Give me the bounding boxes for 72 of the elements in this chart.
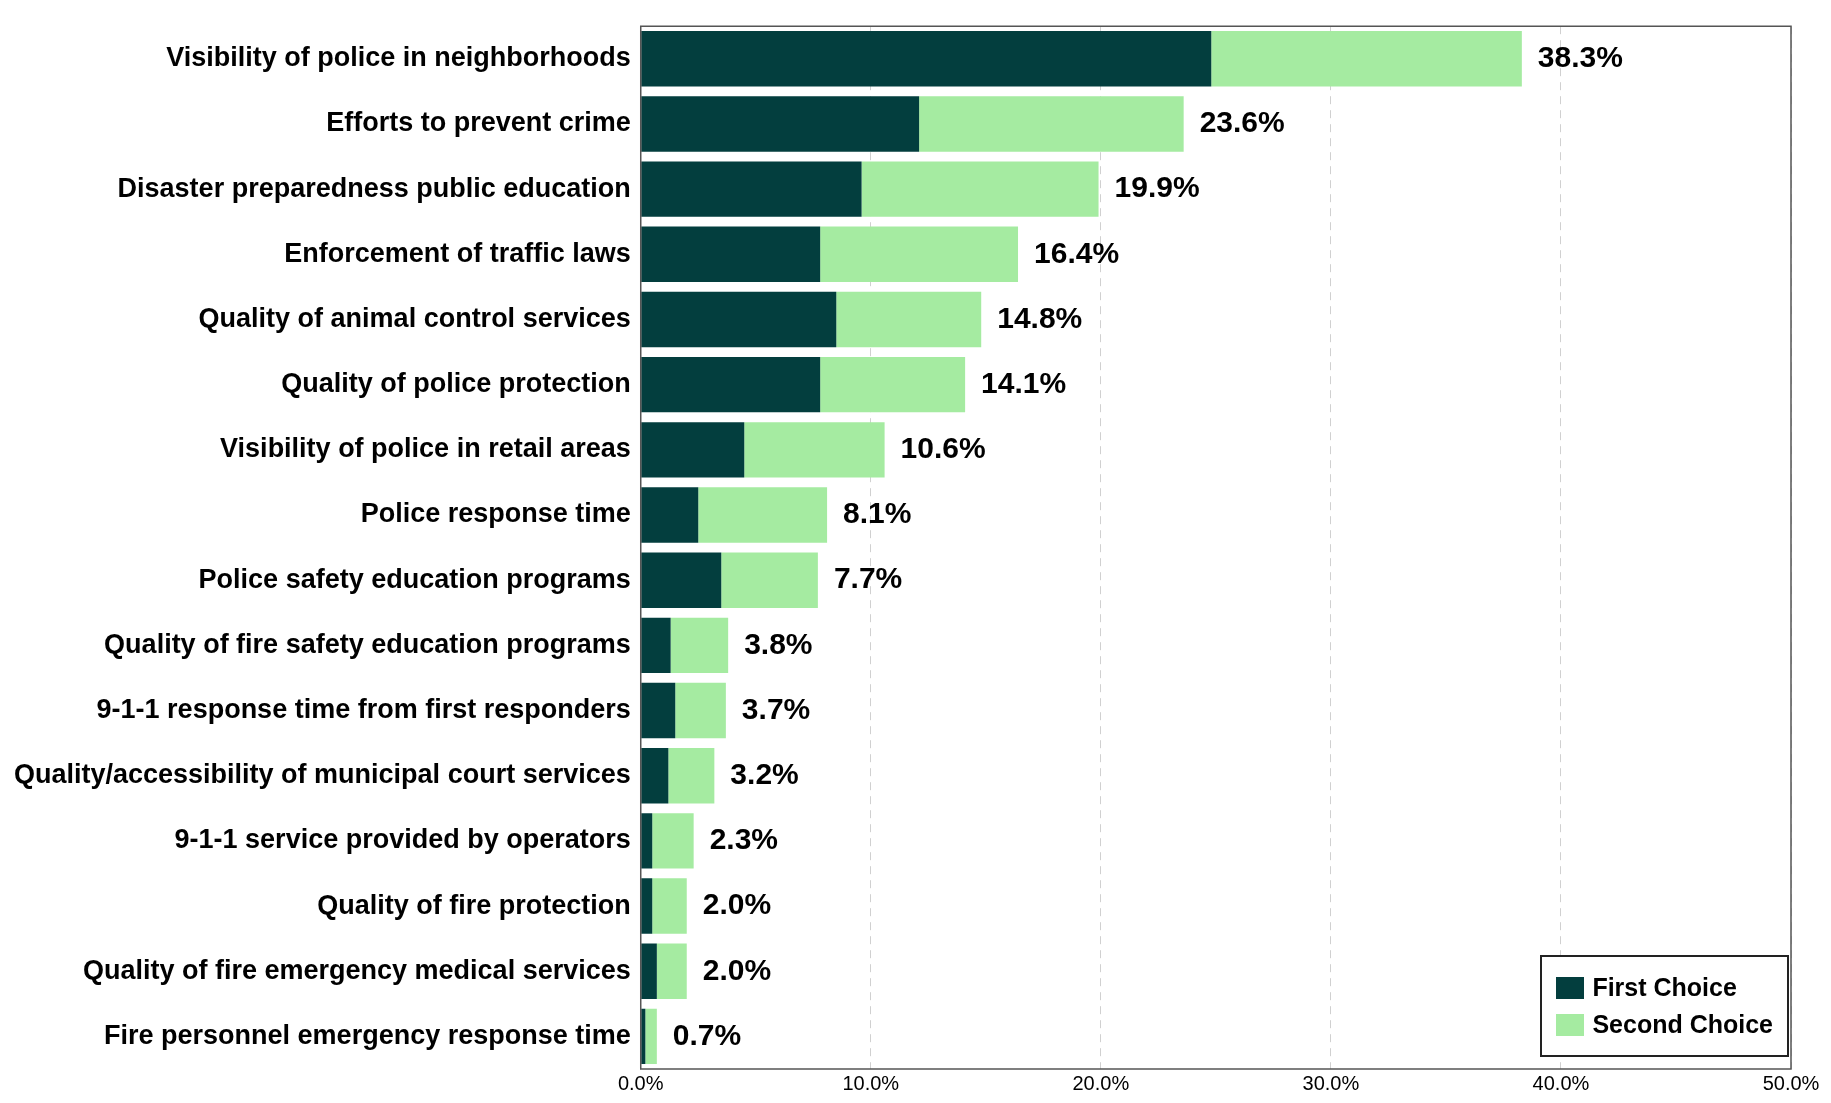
bar	[836, 291, 982, 348]
total-label: 14.8%	[997, 300, 1083, 334]
bar	[744, 422, 885, 478]
total-label: 3.8%	[744, 626, 813, 660]
bar	[919, 96, 1184, 152]
bar	[641, 487, 699, 543]
y-tick-label: Fire personnel emergency response time	[104, 1019, 631, 1050]
y-tick-label: Quality/accessibility of municipal court services	[13, 759, 631, 790]
bar	[641, 356, 821, 413]
bar	[641, 878, 653, 934]
total-label: 2.0%	[702, 887, 772, 921]
bar	[641, 943, 657, 999]
y-tick-label: Disaster preparedness public education	[117, 172, 631, 203]
bar	[641, 31, 1212, 87]
bar	[641, 813, 653, 869]
total-label: 14.1%	[981, 365, 1067, 399]
bar	[641, 226, 821, 283]
bar	[645, 1008, 657, 1065]
y-tick-label: Quality of animal control services	[198, 302, 631, 333]
total-label: 2.0%	[702, 952, 772, 986]
x-tick-label: 30.0%	[1302, 1071, 1360, 1094]
y-tick-label: Quality of police protection	[281, 368, 631, 399]
y-tick-label: Efforts to prevent crime	[326, 107, 631, 138]
bar	[641, 748, 669, 804]
bar	[652, 878, 687, 934]
bar	[668, 748, 715, 804]
y-tick-label: Quality of fire protection	[317, 889, 631, 920]
x-tick-label: 20.0%	[1072, 1071, 1130, 1094]
bar	[641, 617, 671, 674]
total-label: 23.6%	[1199, 105, 1285, 139]
x-tick-label: 50.0%	[1762, 1071, 1820, 1094]
bar	[670, 617, 729, 674]
y-tick-label: Quality of fire emergency medical services	[82, 954, 631, 985]
total-label: 16.4%	[1034, 235, 1120, 269]
bar	[641, 96, 920, 152]
bar	[820, 356, 966, 413]
bar	[1211, 31, 1522, 87]
bar	[656, 943, 687, 999]
total-label: 2.3%	[709, 822, 779, 856]
bar	[641, 291, 837, 348]
bar	[721, 552, 818, 608]
bar	[641, 422, 745, 478]
bar	[641, 552, 722, 608]
y-tick-label: Quality of fire safety education programs	[104, 628, 631, 659]
total-label: 19.9%	[1114, 170, 1200, 204]
x-tick-label: 10.0%	[842, 1071, 900, 1094]
y-tick-label: Police response time	[360, 498, 631, 529]
y-tick-label: Visibility of police in retail areas	[220, 433, 631, 464]
y-tick-label: Visibility of police in neighborhoods	[166, 42, 631, 73]
total-label: 8.1%	[843, 496, 912, 530]
x-tick-label: 0.0%	[617, 1071, 664, 1094]
bar	[820, 226, 1019, 283]
total-label: 7.7%	[833, 561, 903, 595]
bar	[641, 161, 862, 217]
legend-label: First Choice	[1592, 973, 1737, 1002]
total-label: 0.7%	[672, 1017, 742, 1051]
bar	[861, 161, 1099, 217]
x-tick-label: 40.0%	[1532, 1071, 1590, 1094]
bar	[641, 1008, 646, 1065]
y-tick-label: Enforcement of traffic laws	[284, 237, 631, 268]
bar	[675, 682, 726, 739]
y-tick-label: 9-1-1 response time from first responders	[96, 693, 631, 724]
y-tick-label: Police safety education programs	[198, 563, 631, 594]
bar	[652, 813, 694, 869]
total-label: 38.3%	[1537, 40, 1623, 74]
bar	[641, 682, 676, 739]
legend-label: Second Choice	[1592, 1010, 1773, 1039]
total-label: 10.6%	[900, 431, 986, 465]
bar	[698, 487, 828, 543]
y-tick-label: 9-1-1 service provided by operators	[174, 824, 631, 855]
total-label: 3.2%	[730, 756, 799, 790]
total-label: 3.7%	[741, 691, 811, 725]
